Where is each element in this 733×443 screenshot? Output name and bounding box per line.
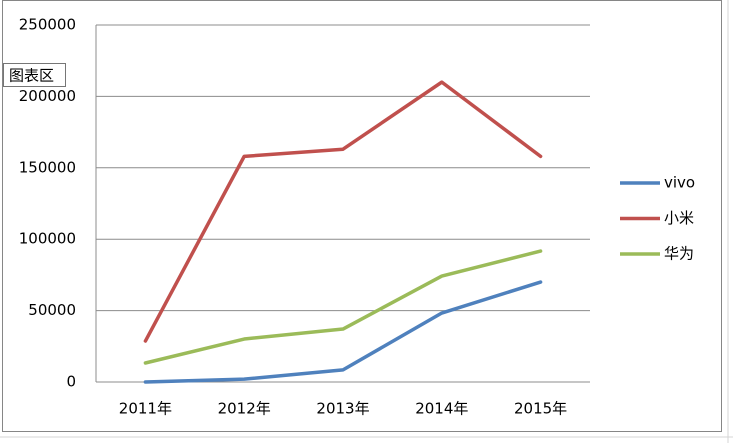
y-tick-label: 200000: [19, 87, 76, 105]
legend-label: 小米: [664, 209, 694, 227]
y-tick-label: 150000: [19, 158, 76, 176]
y-tick-label: 100000: [19, 230, 76, 248]
tooltip-box: [3, 63, 66, 87]
y-tick-label: 250000: [19, 16, 76, 34]
data-line: [143, 80, 543, 343]
tooltip: 图表区: [3, 63, 66, 87]
tooltip-text: 图表区: [9, 67, 54, 85]
legend-label: 华为: [664, 245, 694, 263]
data-line: [143, 280, 543, 384]
data-line: [143, 249, 543, 365]
y-tick-label: 50000: [28, 301, 76, 319]
y-tick-label: 0: [66, 373, 76, 391]
chart-area[interactable]: [2, 0, 722, 432]
x-tick-label: 2012年: [218, 400, 271, 418]
legend-label: vivo: [664, 174, 695, 192]
x-tick-label: 2011年: [119, 400, 172, 418]
x-tick-label: 2015年: [514, 400, 567, 418]
x-tick-label: 2014年: [415, 400, 468, 418]
plot-area: 0 50000 100000 150000 200000 250000 2011年 2012年…: [19, 16, 695, 418]
x-tick-label: 2013年: [316, 400, 369, 418]
